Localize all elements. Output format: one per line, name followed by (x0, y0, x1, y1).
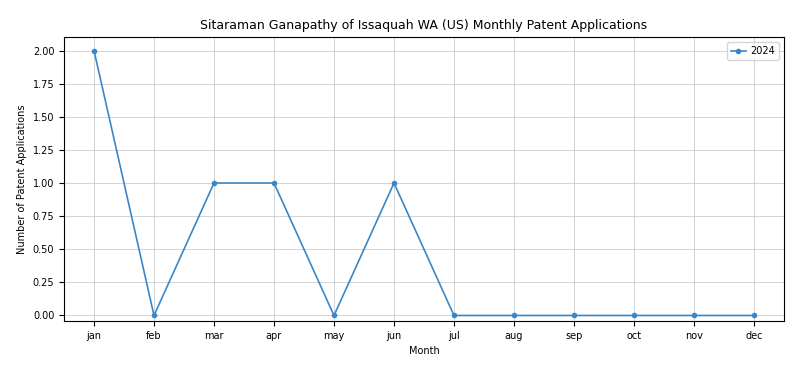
Y-axis label: Number of Patent Applications: Number of Patent Applications (17, 104, 27, 254)
2024 (389, 181, 398, 185)
2024 (330, 313, 339, 318)
2024 (509, 313, 518, 318)
2024 (210, 181, 219, 185)
Line: 2024: 2024 (92, 48, 756, 317)
2024 (269, 181, 279, 185)
X-axis label: Month: Month (409, 346, 439, 356)
Legend: 2024: 2024 (727, 42, 779, 60)
2024 (749, 313, 758, 318)
2024 (90, 48, 99, 53)
2024 (690, 313, 699, 318)
Title: Sitaraman Ganapathy of Issaquah WA (US) Monthly Patent Applications: Sitaraman Ganapathy of Issaquah WA (US) … (201, 19, 647, 32)
2024 (450, 313, 459, 318)
2024 (570, 313, 579, 318)
2024 (149, 313, 158, 318)
2024 (629, 313, 638, 318)
